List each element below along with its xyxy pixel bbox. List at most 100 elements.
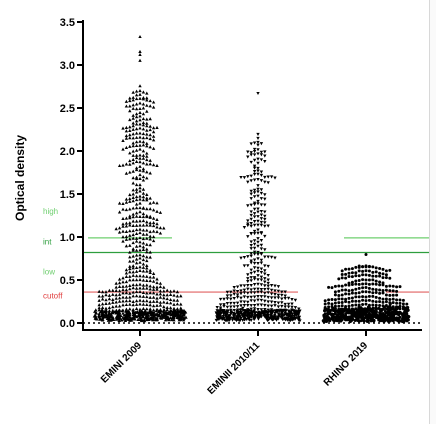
data-point xyxy=(124,224,129,228)
data-point xyxy=(111,305,115,309)
data-point xyxy=(128,207,132,211)
data-point xyxy=(121,126,125,130)
data-point xyxy=(124,208,129,212)
data-point xyxy=(249,151,253,155)
data-point xyxy=(138,89,142,93)
data-point xyxy=(249,307,253,311)
data-point xyxy=(141,269,146,273)
data-point xyxy=(263,234,267,238)
data-point xyxy=(364,265,368,269)
data-point xyxy=(330,302,334,306)
data-point xyxy=(141,149,146,153)
data-point xyxy=(114,288,118,293)
data-point xyxy=(252,158,257,162)
data-point xyxy=(134,278,139,282)
data-point xyxy=(354,271,358,275)
data-point xyxy=(162,304,166,309)
data-point xyxy=(121,311,125,315)
data-point xyxy=(256,219,260,223)
data-point xyxy=(145,198,149,202)
data-point xyxy=(162,300,166,304)
data-point xyxy=(374,295,378,299)
data-point xyxy=(124,136,129,140)
data-point xyxy=(111,311,115,315)
data-point xyxy=(143,312,147,316)
data-point xyxy=(290,312,294,316)
data-point xyxy=(229,305,233,309)
data-point xyxy=(165,305,169,309)
data-point xyxy=(252,287,257,291)
data-point xyxy=(124,229,129,233)
data-point xyxy=(259,243,264,247)
data-point xyxy=(361,290,365,294)
data-point xyxy=(145,141,149,145)
data-point xyxy=(256,207,260,211)
y-tick-label: 3.5 xyxy=(60,17,75,29)
data-point xyxy=(177,316,181,320)
data-point xyxy=(134,269,139,273)
data-point xyxy=(141,232,146,236)
data-point xyxy=(263,287,267,292)
data-point xyxy=(235,285,240,289)
data-point xyxy=(259,247,264,251)
data-point xyxy=(282,313,287,317)
data-point xyxy=(252,202,257,207)
data-point xyxy=(246,273,250,277)
data-point xyxy=(145,176,149,180)
data-point xyxy=(134,159,139,163)
data-point xyxy=(151,130,156,134)
data-point xyxy=(124,200,129,204)
data-point xyxy=(97,306,101,310)
data-point xyxy=(114,281,118,285)
data-point xyxy=(259,270,264,275)
data-point xyxy=(138,189,142,193)
data-point xyxy=(259,258,264,262)
data-point xyxy=(252,220,257,224)
data-point xyxy=(138,143,142,147)
data-point xyxy=(381,291,385,295)
data-point xyxy=(141,178,146,182)
data-point xyxy=(266,273,270,278)
data-point xyxy=(367,269,371,273)
data-point xyxy=(249,318,253,323)
data-point xyxy=(98,317,102,321)
data-point xyxy=(261,313,266,317)
data-point xyxy=(128,229,132,233)
data-point xyxy=(364,269,368,273)
data-point xyxy=(151,287,156,291)
data-point xyxy=(259,267,264,271)
data-point xyxy=(266,181,270,185)
data-point xyxy=(239,296,243,300)
data-point xyxy=(323,302,327,306)
data-point xyxy=(259,203,264,207)
data-point xyxy=(157,314,161,318)
data-point xyxy=(367,290,371,294)
data-point xyxy=(138,34,142,39)
data-point xyxy=(252,266,257,270)
data-point xyxy=(256,223,260,227)
data-point xyxy=(172,298,176,302)
data-point xyxy=(381,267,385,271)
data-point xyxy=(107,293,112,297)
data-point xyxy=(131,169,135,173)
data-point xyxy=(239,304,243,308)
data-point xyxy=(128,96,132,100)
data-point xyxy=(158,210,163,214)
data-point xyxy=(293,306,298,310)
data-point xyxy=(134,140,139,144)
data-point xyxy=(337,304,341,308)
data-point xyxy=(249,288,253,292)
data-point xyxy=(256,303,260,307)
data-point xyxy=(273,176,277,180)
data-point xyxy=(145,232,149,236)
data-point xyxy=(138,126,142,130)
data-point xyxy=(364,295,368,299)
data-point xyxy=(134,102,139,106)
data-point xyxy=(134,214,139,218)
data-point xyxy=(148,270,152,274)
data-point xyxy=(131,161,135,165)
data-point xyxy=(269,288,274,292)
data-point xyxy=(395,289,399,293)
data-point xyxy=(124,216,129,220)
data-point xyxy=(138,214,142,218)
